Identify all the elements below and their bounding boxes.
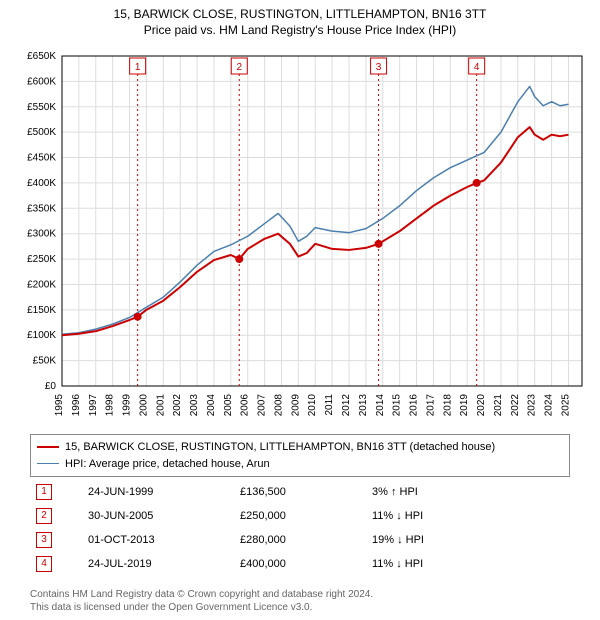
table-row: 4 24-JUL-2019£400,00011% ↓ HPI	[30, 552, 570, 576]
sale-number-box: 2	[36, 508, 52, 524]
sale-number-box: 3	[36, 532, 52, 548]
svg-text:2009: 2009	[290, 394, 301, 417]
svg-text:£250K: £250K	[27, 254, 56, 265]
svg-text:2013: 2013	[358, 394, 369, 417]
svg-text:2008: 2008	[273, 394, 284, 417]
legend-label-hpi: HPI: Average price, detached house, Arun	[65, 456, 270, 473]
svg-text:£650K: £650K	[27, 51, 56, 62]
sale-price: £136,500	[234, 480, 366, 504]
svg-text:2017: 2017	[425, 394, 436, 417]
sale-delta: 19% ↓ HPI	[366, 528, 570, 552]
sale-price: £250,000	[234, 504, 366, 528]
svg-text:2014: 2014	[375, 394, 386, 417]
svg-text:2011: 2011	[324, 394, 335, 416]
page: 15, BARWICK CLOSE, RUSTINGTON, LITTLEHAM…	[0, 0, 600, 620]
svg-text:2010: 2010	[307, 394, 318, 417]
sale-price: £400,000	[234, 552, 366, 576]
svg-text:2015: 2015	[392, 394, 403, 417]
svg-text:£500K: £500K	[27, 127, 56, 138]
sale-date: 30-JUN-2005	[82, 504, 234, 528]
svg-text:£450K: £450K	[27, 153, 56, 164]
svg-text:1998: 1998	[105, 394, 116, 417]
svg-text:2012: 2012	[341, 394, 352, 417]
svg-text:2021: 2021	[493, 394, 504, 417]
svg-text:2025: 2025	[560, 394, 571, 417]
svg-text:2001: 2001	[155, 394, 166, 417]
sale-price: £280,000	[234, 528, 366, 552]
svg-text:£550K: £550K	[27, 102, 56, 113]
sale-delta: 3% ↑ HPI	[366, 480, 570, 504]
svg-text:2022: 2022	[510, 394, 521, 417]
legend-item-hpi: HPI: Average price, detached house, Arun	[37, 456, 563, 473]
svg-text:1: 1	[135, 62, 141, 73]
svg-text:£100K: £100K	[27, 330, 56, 341]
title-line-1: 15, BARWICK CLOSE, RUSTINGTON, LITTLEHAM…	[0, 6, 600, 22]
chart-area: £0 £50K £100K £150K £200K £250K £300K £350K £400…	[10, 46, 590, 426]
legend-swatch-property	[37, 446, 59, 448]
svg-text:1997: 1997	[88, 394, 99, 417]
svg-text:1999: 1999	[122, 394, 133, 417]
footer: Contains HM Land Registry data © Crown c…	[30, 588, 373, 614]
svg-text:£600K: £600K	[27, 76, 56, 87]
svg-text:2023: 2023	[527, 394, 538, 417]
svg-text:2005: 2005	[223, 394, 234, 417]
footer-line-1: Contains HM Land Registry data © Crown c…	[30, 588, 373, 601]
svg-text:2019: 2019	[459, 394, 470, 417]
svg-text:£150K: £150K	[27, 305, 56, 316]
title-line-2: Price paid vs. HM Land Registry's House …	[0, 22, 600, 38]
svg-text:1995: 1995	[54, 394, 65, 417]
svg-text:£400K: £400K	[27, 178, 56, 189]
table-row: 2 30-JUN-2005£250,00011% ↓ HPI	[30, 504, 570, 528]
legend-swatch-hpi	[37, 463, 59, 464]
sales-table: 1 24-JUN-1999£136,5003% ↑ HPI 2 30-JUN-2005…	[30, 480, 570, 576]
svg-text:3: 3	[376, 62, 382, 73]
sale-date: 24-JUL-2019	[82, 552, 234, 576]
sale-number-box: 4	[36, 556, 52, 572]
svg-text:2004: 2004	[206, 394, 217, 417]
sale-delta: 11% ↓ HPI	[366, 552, 570, 576]
svg-text:2000: 2000	[138, 394, 149, 417]
svg-text:2006: 2006	[240, 394, 251, 417]
svg-text:4: 4	[474, 62, 480, 73]
svg-text:£0: £0	[45, 381, 57, 392]
legend: 15, BARWICK CLOSE, RUSTINGTON, LITTLEHAM…	[30, 434, 570, 477]
svg-text:£350K: £350K	[27, 203, 56, 214]
svg-text:2007: 2007	[257, 394, 268, 417]
table-row: 3 01-OCT-2013£280,00019% ↓ HPI	[30, 528, 570, 552]
svg-text:2002: 2002	[172, 394, 183, 417]
svg-text:£200K: £200K	[27, 279, 56, 290]
svg-text:1996: 1996	[71, 394, 82, 417]
svg-text:£50K: £50K	[33, 356, 57, 367]
svg-text:£300K: £300K	[27, 229, 56, 240]
footer-line-2: This data is licensed under the Open Gov…	[30, 601, 373, 614]
sale-number-box: 1	[36, 484, 52, 500]
legend-item-property: 15, BARWICK CLOSE, RUSTINGTON, LITTLEHAM…	[37, 439, 563, 456]
sale-delta: 11% ↓ HPI	[366, 504, 570, 528]
table-row: 1 24-JUN-1999£136,5003% ↑ HPI	[30, 480, 570, 504]
svg-text:2016: 2016	[409, 394, 420, 417]
svg-text:2003: 2003	[189, 394, 200, 417]
svg-text:2018: 2018	[442, 394, 453, 417]
sale-date: 01-OCT-2013	[82, 528, 234, 552]
svg-text:2024: 2024	[544, 394, 555, 417]
chart-title-block: 15, BARWICK CLOSE, RUSTINGTON, LITTLEHAM…	[0, 0, 600, 38]
sale-date: 24-JUN-1999	[82, 480, 234, 504]
svg-text:2: 2	[236, 62, 242, 73]
legend-label-property: 15, BARWICK CLOSE, RUSTINGTON, LITTLEHAM…	[65, 439, 495, 456]
svg-text:2020: 2020	[476, 394, 487, 417]
price-chart: £0 £50K £100K £150K £200K £250K £300K £350K £400…	[10, 46, 590, 426]
